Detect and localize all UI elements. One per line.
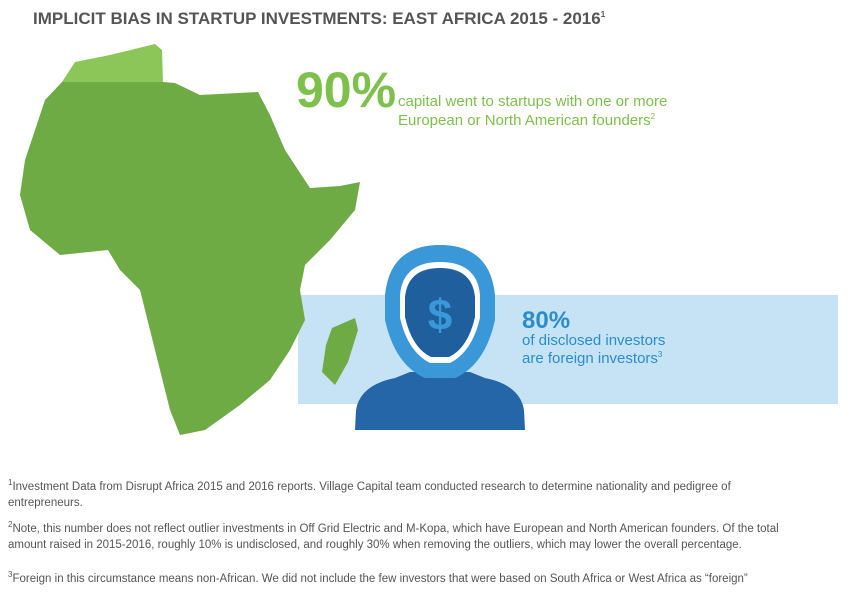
footnote-line: Investment Data from Disrupt Africa 2015… — [12, 481, 731, 493]
footnote: 3Foreign in this circumstance means non-… — [8, 570, 748, 585]
title: IMPLICIT BIAS IN STARTUP INVESTMENTS: EA… — [33, 9, 606, 28]
footnote-line: entrepreneurs. — [8, 497, 83, 509]
stat-ref: 2 — [651, 112, 656, 121]
madagascar — [322, 318, 358, 385]
footnote: 2Note, this number does not reflect outl… — [8, 520, 779, 535]
africa-top — [62, 44, 163, 82]
title-ref: 1 — [601, 10, 606, 19]
footnote-line: Foreign in this circumstance means non-A… — [12, 573, 747, 585]
footnote-line: Note, this number does not reflect outli… — [12, 523, 778, 535]
stat-line: are foreign investors — [522, 350, 658, 367]
footnote-ref: 1 — [8, 478, 13, 487]
footnote-ref: 2 — [8, 520, 13, 529]
person-face — [405, 268, 475, 357]
stat-line: European or North American founders — [398, 112, 651, 129]
footnote: 1Investment Data from Disrupt Africa 201… — [8, 478, 732, 493]
stat-text: of disclosed investors — [522, 332, 665, 349]
stat-text: European or North American founders2 — [398, 112, 656, 129]
stat-text: are foreign investors3 — [522, 350, 663, 367]
africa — [20, 82, 360, 435]
stat-value: 90% — [296, 62, 396, 118]
stat-value: 80% — [522, 307, 570, 334]
person-body — [355, 372, 525, 430]
title-text: IMPLICIT BIAS IN STARTUP INVESTMENTS: EA… — [33, 9, 601, 28]
footnote-line: amount raised in 2015-2016, roughly 10% … — [8, 539, 742, 551]
footnote-ref: 3 — [8, 570, 13, 579]
dollar-icon: $ — [428, 291, 452, 340]
stat-ref: 3 — [658, 350, 663, 359]
stat-text: capital went to startups with one or mor… — [398, 93, 667, 110]
